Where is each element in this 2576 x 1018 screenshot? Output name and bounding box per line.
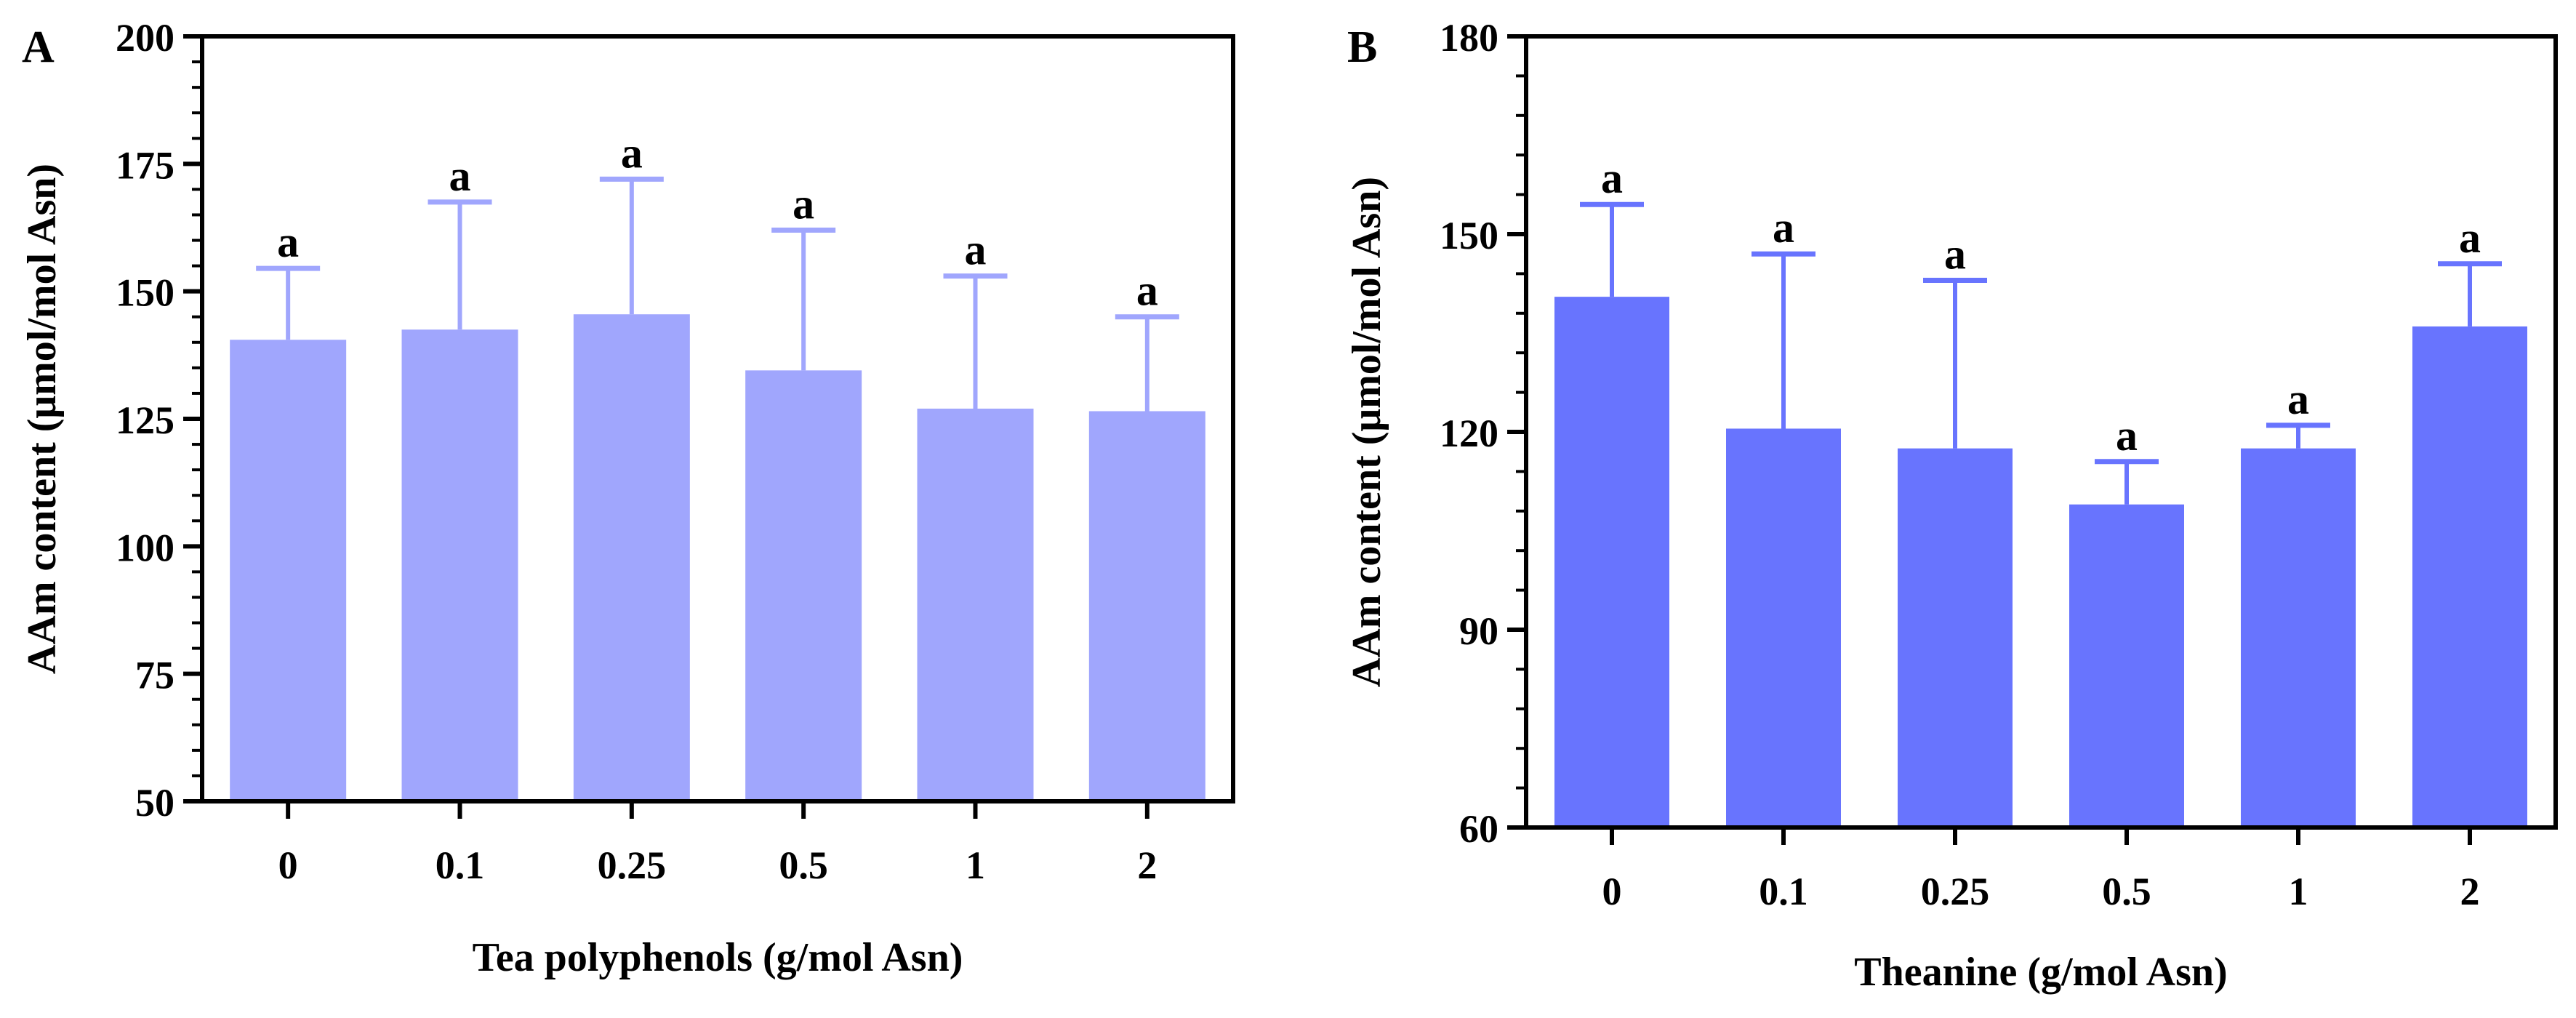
x-tick-label: 0.5 <box>2102 870 2151 913</box>
y-tick-label: 50 <box>135 781 174 825</box>
y-axis-title-a: AAm content (μmol/mol Asn) <box>20 164 65 674</box>
significance-label: a <box>449 152 471 200</box>
bar <box>745 370 862 802</box>
x-tick-label: 0.25 <box>1921 870 1990 913</box>
significance-label: a <box>2116 412 2138 460</box>
x-tick-label: 0 <box>1602 870 1622 913</box>
y-tick-label: 120 <box>1440 412 1498 455</box>
y-axis-ticks-a: 50 75 100 125 150 175 200 <box>116 16 202 825</box>
error-bars-b <box>1580 201 2502 505</box>
x-tick-label: 0.1 <box>1759 870 1808 913</box>
bar <box>1088 411 1205 801</box>
bar <box>1726 428 1841 827</box>
bar <box>1554 297 1669 828</box>
x-axis-ticks-a: 0 0.1 0.25 0.5 1 2 <box>278 801 1157 887</box>
significance-label: a <box>1601 154 1623 202</box>
x-axis-ticks-b: 0 0.1 0.25 0.5 1 2 <box>1602 827 2480 913</box>
x-tick-label: 0.5 <box>779 843 828 887</box>
panel-label-a: A <box>22 23 55 72</box>
bar <box>401 329 518 801</box>
significance-label: a <box>2459 214 2481 262</box>
significance-labels-a: a a a a a a <box>277 129 1158 314</box>
bar <box>573 314 690 801</box>
bar <box>917 408 1034 801</box>
significance-label: a <box>2287 375 2309 423</box>
panel-b: B 60 90 120 150 180 a a a a a a 0 0.1 0.25 0.5 1 2 The… <box>1344 16 2558 995</box>
x-tick-label: 0 <box>278 843 298 887</box>
x-tick-label: 1 <box>966 843 985 887</box>
bar <box>2412 326 2527 827</box>
x-axis-title-b: Theanine (g/mol Asn) <box>1854 950 2227 995</box>
bar <box>230 340 347 801</box>
bars-a <box>230 314 1205 802</box>
significance-label: a <box>277 218 299 266</box>
x-tick-label: 1 <box>2289 870 2308 913</box>
y-tick-label: 125 <box>116 398 174 442</box>
x-tick-label: 0.25 <box>598 843 667 887</box>
bar <box>2069 504 2184 827</box>
significance-label: a <box>793 180 814 228</box>
y-tick-label: 60 <box>1459 807 1498 851</box>
y-tick-label: 150 <box>116 271 174 315</box>
plot-frame-b <box>1524 34 2558 830</box>
significance-label: a <box>1944 230 1966 278</box>
significance-label: a <box>1773 204 1794 252</box>
significance-label: a <box>965 226 987 274</box>
significance-label: a <box>1136 267 1158 315</box>
y-tick-label: 150 <box>1440 214 1498 257</box>
x-tick-label: 2 <box>1137 843 1157 887</box>
y-tick-label: 75 <box>135 654 174 697</box>
bars-b <box>1554 297 2527 828</box>
bar <box>2241 448 2356 827</box>
y-axis-title-b: AAm content (μmol/mol Asn) <box>1344 177 1389 687</box>
y-tick-label: 175 <box>116 143 174 187</box>
x-tick-label: 2 <box>2460 870 2480 913</box>
x-tick-label: 0.1 <box>436 843 485 887</box>
bar <box>1898 448 2013 827</box>
panel-a: A 50 75 100 125 150 175 200 a a a a a a 0 0.1 0.25 0.5… <box>20 16 1235 980</box>
y-tick-label: 100 <box>116 526 174 569</box>
plot-frame-a <box>200 34 1235 803</box>
x-axis-title-a: Tea polyphenols (g/mol Asn) <box>473 935 963 980</box>
significance-labels-b: a a a a a a <box>1601 154 2481 460</box>
panel-label-b: B <box>1347 23 1377 72</box>
y-tick-label: 90 <box>1459 609 1498 653</box>
y-tick-label: 200 <box>116 16 174 60</box>
error-bars-a <box>256 176 1179 412</box>
significance-label: a <box>621 129 643 177</box>
y-tick-label: 180 <box>1440 16 1498 60</box>
y-axis-ticks-b: 60 90 120 150 180 <box>1440 16 1526 851</box>
